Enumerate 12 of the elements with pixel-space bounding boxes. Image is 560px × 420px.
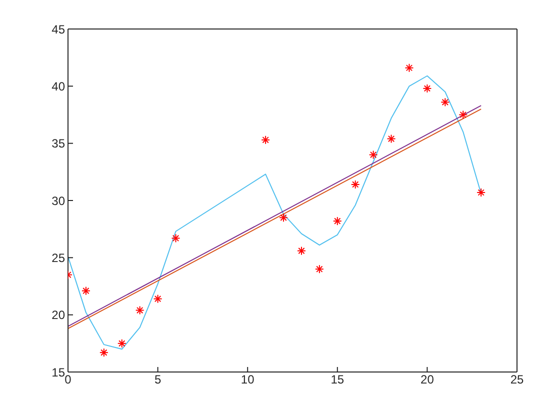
- x-tick-label: 20: [420, 372, 434, 387]
- y-tick-label: 20: [52, 308, 66, 322]
- y-tick-label: 25: [52, 250, 66, 265]
- x-tick-label: 15: [330, 372, 344, 387]
- x-tick-label: 0: [64, 372, 72, 387]
- y-tick-label: 30: [52, 194, 66, 208]
- y-tick-label: 45: [52, 22, 66, 36]
- y-tick-label: 35: [52, 136, 66, 151]
- y-tick-label: 40: [52, 79, 66, 94]
- x-tick-label: 25: [510, 372, 524, 387]
- x-tick-label: 5: [154, 372, 162, 387]
- x-tick-label: 10: [240, 372, 255, 387]
